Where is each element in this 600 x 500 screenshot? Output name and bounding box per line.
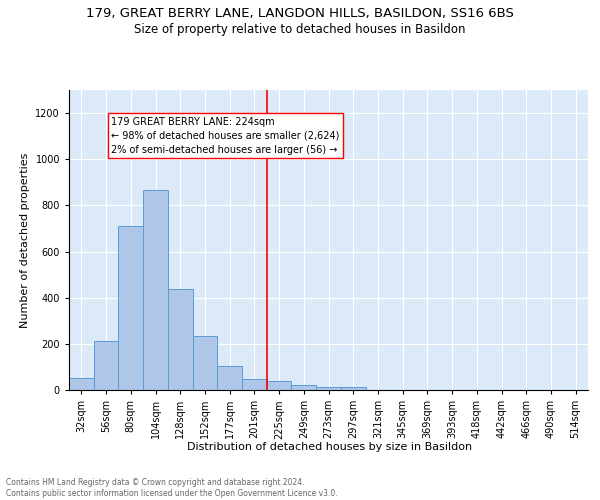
Bar: [118, 226, 143, 390]
Bar: [217, 366, 242, 390]
Text: Contains HM Land Registry data © Crown copyright and database right 2024.
Contai: Contains HM Land Registry data © Crown c…: [6, 478, 338, 498]
Bar: [69, 378, 94, 390]
Bar: [193, 336, 217, 390]
Text: Size of property relative to detached houses in Basildon: Size of property relative to detached ho…: [134, 22, 466, 36]
Text: 179 GREAT BERRY LANE: 224sqm
← 98% of detached houses are smaller (2,624)
2% of : 179 GREAT BERRY LANE: 224sqm ← 98% of de…: [111, 116, 340, 154]
Bar: [143, 190, 168, 390]
Bar: [341, 388, 365, 390]
Bar: [292, 385, 316, 390]
Bar: [242, 379, 267, 390]
Bar: [316, 388, 341, 390]
Y-axis label: Number of detached properties: Number of detached properties: [20, 152, 30, 328]
Bar: [267, 381, 292, 390]
Bar: [168, 289, 193, 390]
Bar: [94, 341, 118, 390]
Text: Distribution of detached houses by size in Basildon: Distribution of detached houses by size …: [187, 442, 473, 452]
Text: 179, GREAT BERRY LANE, LANGDON HILLS, BASILDON, SS16 6BS: 179, GREAT BERRY LANE, LANGDON HILLS, BA…: [86, 8, 514, 20]
